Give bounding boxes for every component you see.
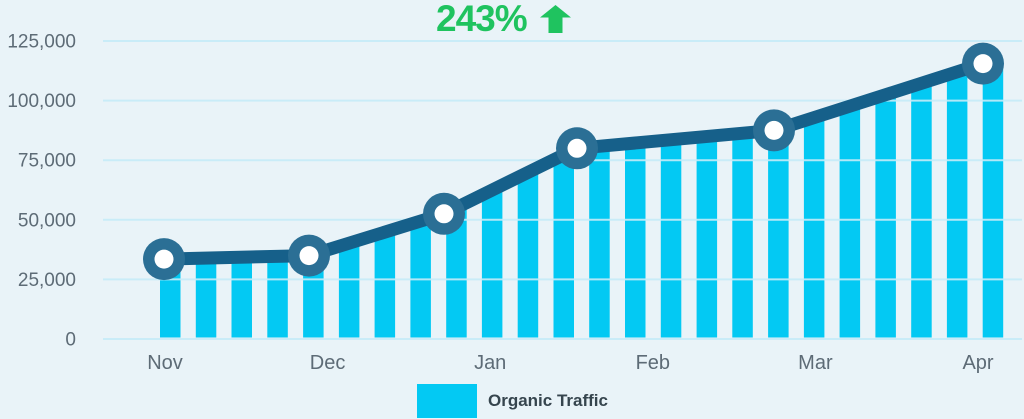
organic-traffic-line: [157, 57, 990, 266]
data-point-marker-center: [764, 120, 784, 140]
traffic-bar: [732, 133, 753, 338]
y-tick-label: 100,000: [7, 91, 76, 112]
legend: Organic Traffic: [417, 384, 608, 418]
traffic-bar: [338, 243, 360, 338]
data-point-marker-center: [973, 54, 993, 74]
traffic-bar: [768, 129, 789, 338]
growth-percent-label: 243%: [436, 0, 528, 39]
traffic-bar: [517, 172, 539, 338]
x-tick-label: Nov: [147, 352, 183, 374]
legend-swatch-organic-traffic: [417, 384, 477, 418]
traffic-bar: [481, 190, 503, 338]
y-tick-label: 25,000: [18, 270, 76, 291]
up-arrow-icon: [539, 5, 571, 33]
x-tick-label: Apr: [962, 352, 993, 374]
traffic-bar: [660, 139, 682, 338]
data-point-marker-center: [299, 246, 319, 266]
y-tick-label: 50,000: [18, 210, 76, 231]
x-tick-label: Mar: [798, 352, 833, 374]
y-tick-label: 0: [65, 330, 76, 351]
legend-label: Organic Traffic: [488, 391, 608, 410]
traffic-bar: [982, 63, 1004, 338]
traffic-bar: [446, 207, 467, 338]
x-tick-label: Jan: [474, 352, 506, 374]
traffic-bar: [875, 94, 896, 338]
traffic-bar: [911, 83, 932, 338]
traffic-bar: [231, 257, 252, 338]
x-tick-label: Dec: [310, 352, 346, 374]
traffic-bar: [589, 146, 610, 338]
data-point-marker-center: [434, 204, 454, 224]
traffic-bar: [839, 106, 861, 338]
traffic-bar: [625, 143, 646, 338]
traffic-bar: [195, 258, 217, 338]
x-tick-label: Feb: [636, 352, 670, 374]
data-point-marker-center: [154, 249, 174, 269]
traffic-bar: [553, 154, 574, 338]
traffic-bar: [803, 117, 825, 338]
y-tick-label: 75,000: [18, 151, 76, 172]
traffic-bar: [696, 136, 718, 338]
traffic-bar: [267, 256, 288, 338]
data-point-marker-center: [567, 138, 587, 158]
headline-growth: 243%: [436, 0, 571, 39]
y-tick-label: 125,000: [7, 32, 76, 53]
traffic-bar: [946, 71, 968, 338]
traffic-bar: [374, 232, 396, 338]
